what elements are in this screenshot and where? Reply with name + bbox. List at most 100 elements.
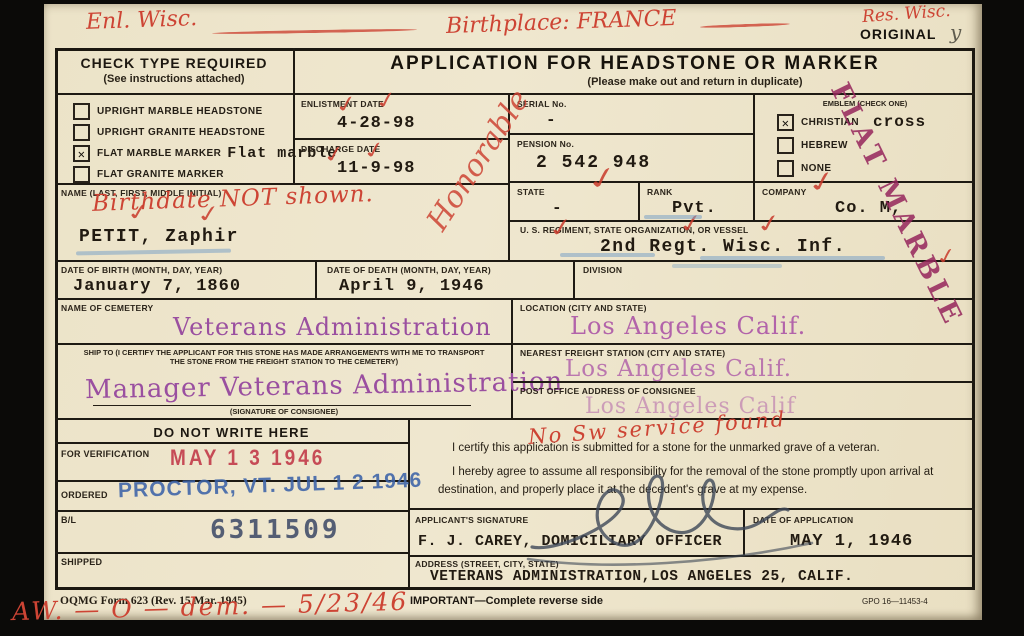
typed-note: cross xyxy=(873,113,927,131)
certification-line1: I certify this application is submitted … xyxy=(452,442,880,454)
po-address-stamp: Los Angeles Calif xyxy=(585,394,796,419)
field-label: ADDRESS (STREET, CITY, STATE) xyxy=(415,559,559,569)
signature-scrawl xyxy=(526,474,814,566)
company-cell: COMPANY Co. M, xyxy=(755,183,975,222)
checkbox-icon xyxy=(777,160,794,177)
handwriting-enlisted-state: Enl. Wisc. xyxy=(85,6,198,35)
check-type-subtitle: (See instructions attached) xyxy=(103,73,245,85)
state-cell: STATE - xyxy=(510,183,640,222)
regiment-cell: U. S. REGIMENT, STATE ORGANIZATION, OR V… xyxy=(510,222,975,262)
option-label: UPRIGHT GRANITE HEADSTONE xyxy=(97,127,266,138)
field-label: DIVISION xyxy=(583,265,623,275)
pension-no-cell: PENSION No. 2 542 948 xyxy=(510,135,755,183)
check-type-header-cell: CHECK TYPE REQUIRED (See instructions at… xyxy=(55,48,295,95)
address-cell: ADDRESS (STREET, CITY, STATE) VETERANS A… xyxy=(410,557,975,587)
field-label: COMPANY xyxy=(762,187,807,197)
enlistment-date-cell: ENLISTMENT DATE 4-28-98 xyxy=(295,95,510,140)
division-cell: DIVISION xyxy=(575,262,975,300)
field-label: B/L xyxy=(61,515,77,525)
field-label: RANK xyxy=(647,187,673,197)
blue-underline xyxy=(700,256,885,260)
blue-underline xyxy=(672,264,782,268)
field-label: U. S. REGIMENT, STATE ORGANIZATION, OR V… xyxy=(520,225,749,235)
field-value: 2 542 948 xyxy=(536,153,652,173)
ordered-row: ORDERED xyxy=(55,480,408,512)
form-outline xyxy=(55,48,975,590)
field-value: - xyxy=(552,199,563,217)
field-label: DATE OF DEATH (MONTH, DAY, YEAR) xyxy=(327,265,491,275)
field-label: ENLISTMENT DATE xyxy=(301,99,384,109)
emblem-cell: EMBLEM (CHECK ONE) ✕ CHRISTIAN cross HEB… xyxy=(755,95,975,183)
field-label: FOR VERIFICATION xyxy=(61,449,150,459)
po-address-cell: POST OFFICE ADDRESS OF CONSIGNEE Los Ang… xyxy=(513,383,975,420)
option-none: NONE xyxy=(777,160,832,177)
field-label: PENSION No. xyxy=(517,139,575,149)
emblem-label: EMBLEM (CHECK ONE) xyxy=(822,99,908,108)
field-label: DISCHARGE DATE xyxy=(301,144,381,154)
field-value: VETERANS ADMINISTRATION,LOS ANGELES 25, … xyxy=(430,569,854,585)
option-label: UPRIGHT MARBLE HEADSTONE xyxy=(97,106,263,117)
option-label: HEBREW xyxy=(801,140,848,151)
cemetery-stamp: Veterans Administration xyxy=(173,313,492,341)
field-label: SERIAL No. xyxy=(517,99,567,109)
check-type-options-cell: UPRIGHT MARBLE HEADSTONE UPRIGHT GRANITE… xyxy=(55,95,336,185)
location-stamp: Los Angeles Calif. xyxy=(570,312,807,340)
rank-cell: RANK Pvt. xyxy=(640,183,755,222)
footer-gpo: GPO 16—11453-4 xyxy=(862,597,928,606)
ship-to-cell: SHIP TO (I CERTIFY THE APPLICANT FOR THI… xyxy=(55,345,564,420)
bill-of-lading-stamp: 6311509 xyxy=(210,515,341,545)
consignee-sub-label: (SIGNATURE OF CONSIGNEE) xyxy=(229,407,339,416)
field-value: January 7, 1860 xyxy=(73,277,242,296)
field-label: POST OFFICE ADDRESS OF CONSIGNEE xyxy=(520,386,696,396)
date-of-death-cell: DATE OF DEATH (MONTH, DAY, YEAR) April 9… xyxy=(317,262,575,300)
field-label: APPLICANT'S SIGNATURE xyxy=(415,515,529,525)
field-label: NEAREST FREIGHT STATION (CITY AND STATE) xyxy=(520,348,726,358)
field-value: April 9, 1946 xyxy=(339,277,485,296)
consignee-stamp: Manager Veterans Administration xyxy=(84,366,564,406)
blue-underline xyxy=(644,215,702,219)
shipped-row: SHIPPED xyxy=(55,552,408,587)
name-cell: NAME (LAST, FIRST, MIDDLE INITIAL) PETIT… xyxy=(55,185,510,262)
field-label: ORDERED xyxy=(61,490,108,500)
option-upright-marble: UPRIGHT MARBLE HEADSTONE xyxy=(73,103,263,120)
serial-no-cell: SERIAL No. - xyxy=(510,95,755,135)
checkbox-icon xyxy=(777,137,794,154)
certification-area: I certify this application is submitted … xyxy=(410,420,975,510)
field-label-line2: THE STONE FROM THE FREIGHT STATION TO TH… xyxy=(169,357,399,366)
option-label: NONE xyxy=(801,163,832,174)
field-label: SHIPPED xyxy=(61,557,103,567)
option-flat-marble: ✕ FLAT MARBLE MARKER Flat marble xyxy=(73,145,337,162)
verification-row: FOR VERIFICATION xyxy=(55,444,408,482)
footer-important: IMPORTANT—Complete reverse side xyxy=(410,595,603,607)
field-label: STATE xyxy=(517,187,545,197)
freight-stamp: Los Angeles Calif. xyxy=(565,356,793,382)
form-title-cell: APPLICATION FOR HEADSTONE OR MARKER (Ple… xyxy=(295,48,975,95)
form-title: APPLICATION FOR HEADSTONE OR MARKER xyxy=(390,53,880,74)
option-flat-granite: FLAT GRANITE MARKER xyxy=(73,166,224,183)
field-value: 11-9-98 xyxy=(337,159,416,178)
field-label: LOCATION (CITY AND STATE) xyxy=(520,303,647,313)
office-use-title: DO NOT WRITE HERE xyxy=(55,420,408,444)
field-label: NAME OF CEMETERY xyxy=(61,303,154,313)
checkbox-icon xyxy=(73,103,90,120)
form-subtitle: (Please make out and return in duplicate… xyxy=(587,76,803,88)
check-type-title: CHECK TYPE REQUIRED xyxy=(80,55,268,71)
cemetery-cell: NAME OF CEMETERY Veterans Administration xyxy=(55,300,513,345)
field-value: 4-28-98 xyxy=(337,114,416,133)
freight-station-cell: NEAREST FREIGHT STATION (CITY AND STATE)… xyxy=(513,345,975,383)
date-of-birth-cell: DATE OF BIRTH (MONTH, DAY, YEAR) January… xyxy=(55,262,317,300)
checkbox-icon xyxy=(73,166,90,183)
option-christian: ✕ CHRISTIAN cross xyxy=(777,113,926,131)
field-value: Pvt. xyxy=(672,199,717,218)
option-label: FLAT MARBLE MARKER xyxy=(97,148,222,159)
discharge-date-cell: DISCHARGE DATE 11-9-98 xyxy=(295,140,510,185)
option-label: CHRISTIAN xyxy=(801,116,860,128)
field-label: DATE OF BIRTH (MONTH, DAY, YEAR) xyxy=(61,265,223,275)
checkbox-icon: ✕ xyxy=(73,145,90,162)
paper-background xyxy=(44,4,982,620)
field-value: MAY 1, 1946 xyxy=(790,532,914,551)
checkbox-icon: ✕ xyxy=(777,113,794,131)
blue-underline xyxy=(560,253,655,257)
signature-rule xyxy=(93,405,471,406)
application-date-cell: DATE OF APPLICATION MAY 1, 1946 xyxy=(745,510,975,557)
